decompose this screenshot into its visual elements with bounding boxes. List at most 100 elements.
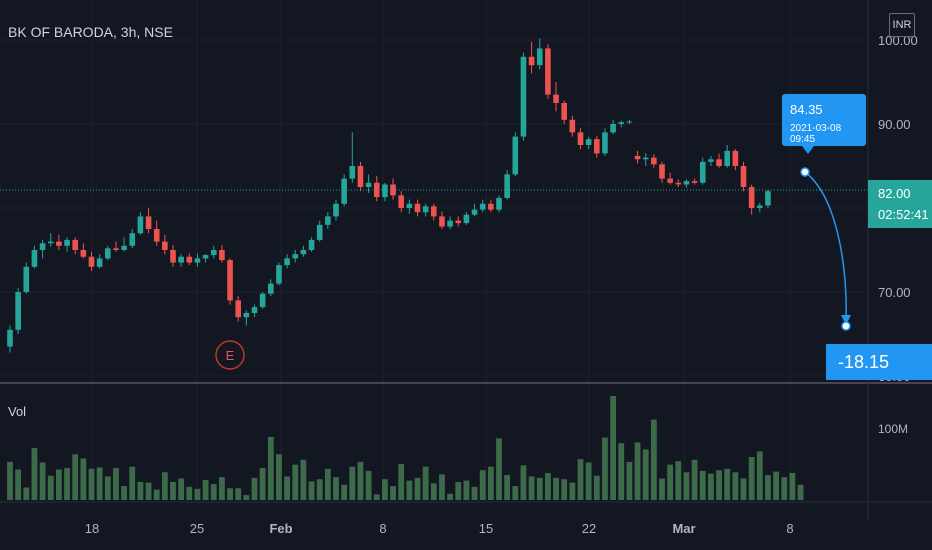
candle-body [691, 181, 698, 183]
candle [585, 136, 592, 150]
candle [162, 234, 168, 255]
projection-arrow [800, 167, 851, 331]
candle [740, 161, 747, 192]
candle [431, 203, 437, 221]
volume-bars [7, 396, 804, 500]
candle [602, 128, 608, 156]
candle-body [748, 187, 755, 208]
volume-bar [300, 459, 307, 500]
candle-body [724, 150, 730, 166]
candle [268, 279, 274, 297]
candle [479, 199, 486, 213]
volume-bar [691, 459, 698, 500]
volume-bar [536, 477, 543, 500]
last-price-value: 82.00 [878, 186, 911, 201]
candle [341, 174, 347, 207]
candle [414, 199, 421, 217]
candle [325, 212, 331, 229]
volume-bar [439, 474, 445, 500]
candle-body [357, 166, 364, 187]
price-callout[interactable]: 84.35 2021-03-08 09:45 [782, 94, 866, 154]
candle-body [585, 139, 592, 145]
candle-body [56, 241, 62, 246]
candle-body [757, 205, 763, 208]
candle [39, 239, 46, 259]
candle-body [259, 293, 266, 308]
candle [545, 44, 551, 99]
candle [259, 292, 266, 309]
candle [292, 250, 299, 263]
volume-bar [430, 483, 437, 500]
candle [757, 202, 763, 213]
candle-body [569, 119, 576, 133]
candle-body [243, 313, 250, 318]
candle [618, 120, 625, 128]
candle-body [439, 216, 445, 227]
currency-badge[interactable]: INR [889, 13, 915, 37]
candle [488, 199, 494, 213]
volume-bar [153, 489, 160, 500]
volume-bar [414, 477, 421, 500]
volume-bar [504, 475, 511, 500]
candle-body [178, 256, 184, 263]
candle-body [602, 132, 608, 154]
volume-bar [235, 488, 242, 500]
candle [577, 128, 584, 150]
candle-body [504, 174, 510, 198]
candle [80, 243, 87, 259]
volume-bar [316, 479, 323, 500]
last-price-tag: 82.00 02:52:41 [868, 180, 932, 228]
bar-countdown: 02:52:41 [878, 207, 929, 222]
time-axis-labels: 18 25 Feb 8 15 22 Mar 8 [85, 521, 794, 536]
volume-bar [528, 476, 535, 500]
candle [121, 237, 127, 252]
time-tick-label: 18 [85, 521, 99, 536]
candle [349, 132, 356, 183]
time-tick-label: 8 [786, 521, 793, 536]
candle-body [153, 229, 160, 242]
candle [683, 179, 690, 188]
volume-bar [650, 419, 657, 500]
candle [7, 325, 13, 353]
candle [528, 41, 535, 74]
volume-bar [292, 464, 299, 500]
volume-bar [382, 479, 388, 500]
candle-body [186, 256, 193, 263]
candle [300, 245, 307, 257]
candle-body [716, 159, 722, 166]
candle [137, 212, 144, 235]
volume-bar [243, 495, 250, 500]
volume-tick-label: 100M [878, 422, 908, 436]
volume-bar [520, 465, 527, 500]
volume-bar [471, 486, 478, 500]
candle [15, 287, 21, 334]
candle-body [398, 195, 404, 208]
callout-datetime: 2021-03-08 09:45 [790, 123, 842, 145]
candle [72, 237, 78, 255]
symbol-title[interactable]: BK OF BARODA, 3h, NSE [8, 24, 173, 40]
candle-body [520, 56, 527, 137]
volume-bar [545, 472, 551, 500]
volume-bar [756, 451, 763, 500]
candle-body [300, 250, 307, 255]
volume-bar [137, 481, 144, 500]
candle-body [765, 191, 771, 206]
candle-body [121, 245, 127, 250]
candle [748, 184, 755, 215]
candle-body [235, 300, 241, 318]
earnings-marker[interactable]: E [215, 340, 245, 370]
time-tick-label: 8 [379, 521, 386, 536]
candle-body [162, 241, 168, 250]
price-tick-label: 70.00 [878, 285, 911, 300]
volume-bar [308, 481, 315, 500]
volume-label[interactable]: Vol [8, 404, 27, 419]
candle [716, 153, 722, 168]
candle [88, 251, 95, 271]
candle-body [479, 203, 486, 210]
volume-bar [569, 482, 576, 500]
candle-body [471, 209, 478, 215]
candle [463, 212, 470, 225]
candle [308, 237, 315, 252]
candle-body [341, 178, 347, 204]
